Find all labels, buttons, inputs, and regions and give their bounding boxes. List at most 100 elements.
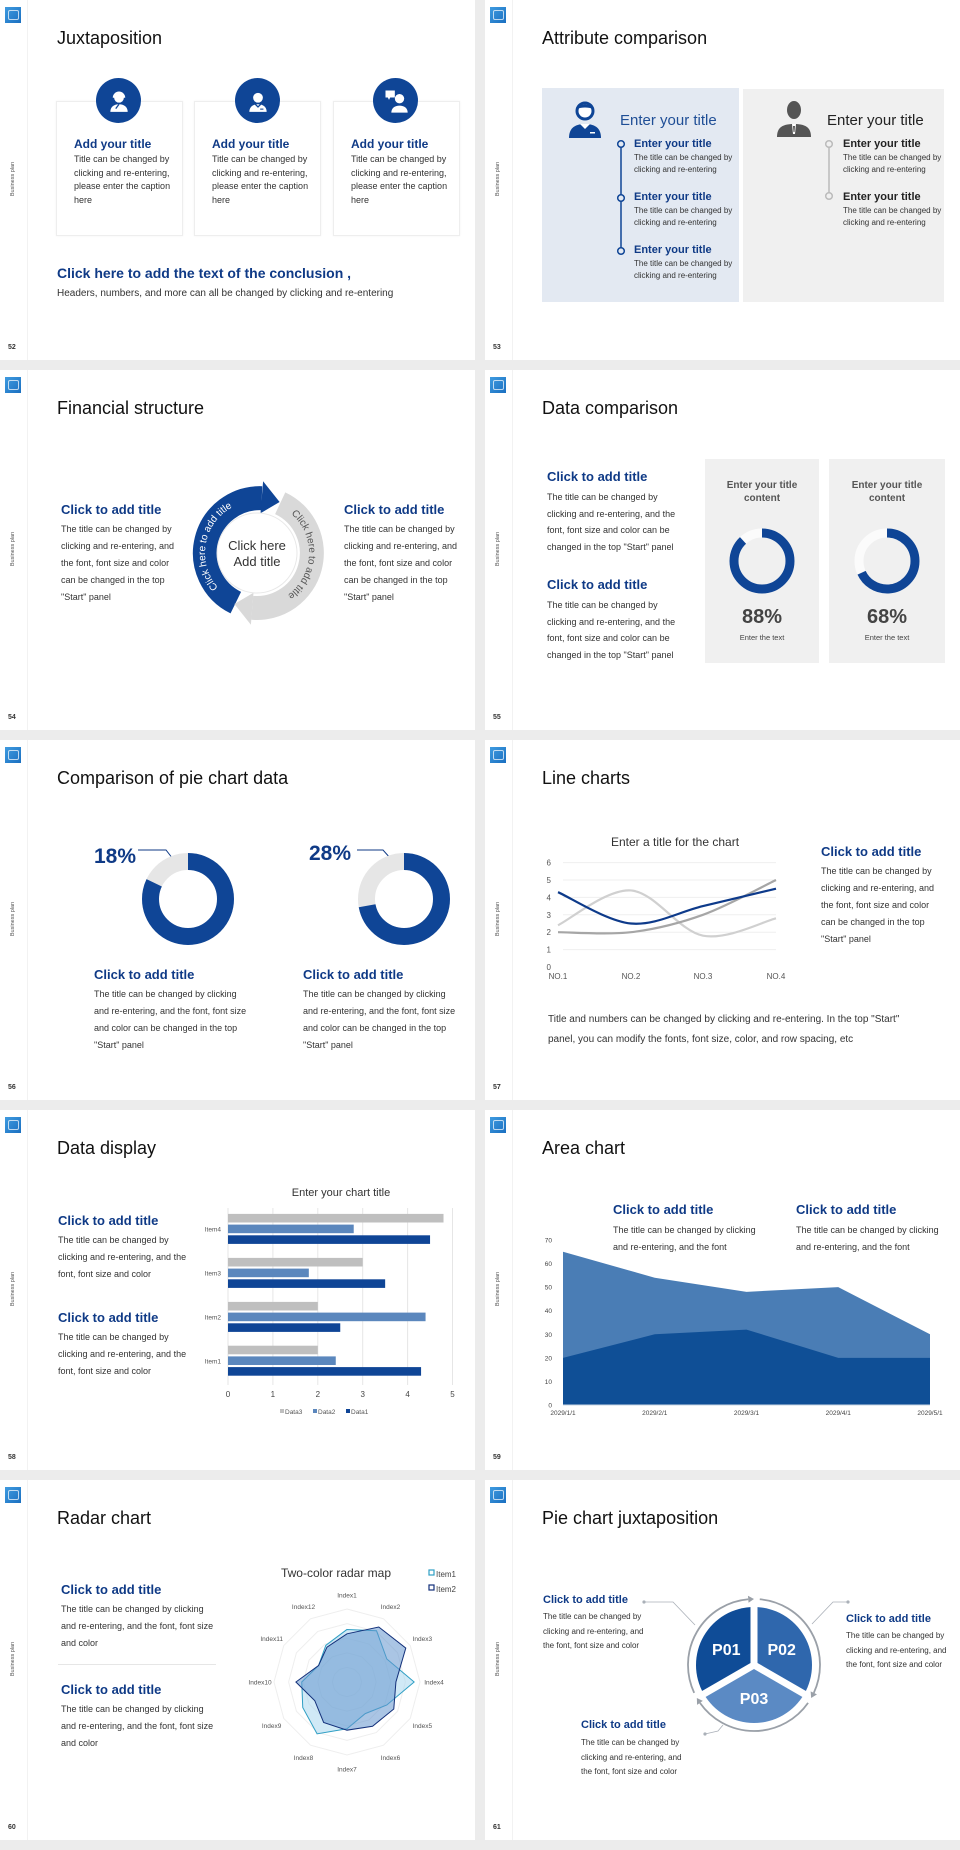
brand-logo — [490, 1117, 506, 1133]
stat-panel-2-value: 68% — [866, 606, 908, 628]
slide-57[interactable]: Business plan 57 Line charts Enter a tit… — [485, 740, 960, 1100]
block-1-body[interactable]: The title can be changed by clicking and… — [543, 1612, 644, 1650]
slide-54[interactable]: Business plan 54 Financial structure Cli… — [0, 370, 475, 730]
block-2-title[interactable]: Click to add title — [846, 1613, 931, 1625]
right-heading[interactable]: Enter your title — [827, 112, 924, 129]
block-2-body[interactable]: The title can be changed by clicking and… — [547, 600, 676, 661]
brand-logo — [490, 7, 506, 23]
slide-53[interactable]: Business plan 53 Attribute comparison En… — [485, 0, 960, 360]
x-tick-label: 5 — [450, 1390, 455, 1399]
block-3-title[interactable]: Click to add title — [581, 1719, 666, 1731]
block-2-title[interactable]: Click to add title — [61, 1682, 162, 1697]
block-1-body[interactable]: The title can be changed by clicking and… — [547, 492, 676, 553]
center-circle[interactable] — [216, 512, 298, 594]
stat-panel-2-title[interactable]: Enter your title content — [851, 480, 923, 504]
card-1-title[interactable]: Add your title — [74, 137, 152, 151]
slide-56[interactable]: Business plan 56 Comparison of pie chart… — [0, 740, 475, 1100]
slide-58[interactable]: Business plan 58 Data display Click to a… — [0, 1110, 475, 1470]
pie-2-body[interactable]: The title can be changed by clicking and… — [303, 989, 456, 1050]
slide-title[interactable]: Radar chart — [57, 1508, 152, 1528]
slide-title[interactable]: Line charts — [542, 768, 631, 788]
block-2-body[interactable]: The title can be changed by clicking and… — [61, 1704, 214, 1748]
chart-note[interactable]: Title and numbers can be changed by clic… — [548, 1014, 900, 1045]
left-item-3-body[interactable]: The title can be changed by clicking and… — [634, 259, 733, 280]
block-1-title[interactable]: Click to add title — [613, 1202, 714, 1217]
block-2-title[interactable]: Click to add title — [58, 1310, 159, 1325]
sector-gap — [700, 1661, 756, 1699]
slide-title[interactable]: Attribute comparison — [542, 28, 708, 48]
axis-label: Index4 — [424, 1680, 444, 1687]
right-item-2-body[interactable]: The title can be changed by clicking and… — [843, 206, 942, 227]
pie-1-body[interactable]: The title can be changed by clicking and… — [94, 989, 247, 1050]
blue-cycle-arrow[interactable] — [192, 486, 263, 614]
stat-panel-2-caption[interactable]: Enter the text — [864, 633, 910, 642]
right-item-2-title[interactable]: Enter your title — [843, 191, 921, 203]
left-block-title[interactable]: Click to add title — [61, 502, 162, 517]
side-title[interactable]: Click to add title — [821, 844, 922, 859]
block-2-body[interactable]: The title can be changed by clicking and… — [796, 1225, 939, 1252]
card-3-title[interactable]: Add your title — [351, 137, 429, 151]
right-item-1-title[interactable]: Enter your title — [843, 138, 921, 150]
slide-title[interactable]: Area chart — [542, 1138, 626, 1158]
card-2-body[interactable]: Title can be changed by clicking and re-… — [212, 154, 309, 205]
slide-title[interactable]: Data comparison — [542, 398, 679, 418]
block-1-body[interactable]: The title can be changed by clicking and… — [61, 1604, 214, 1648]
left-item-1-title[interactable]: Enter your title — [634, 138, 712, 150]
left-item-3-title[interactable]: Enter your title — [634, 244, 712, 256]
left-heading[interactable]: Enter your title — [620, 112, 717, 129]
slide-52[interactable]: Business plan 52 Juxtaposition Add your … — [0, 0, 475, 360]
block-1-title[interactable]: Click to add title — [61, 1582, 162, 1597]
center-label-line-2[interactable]: Add title — [234, 554, 281, 569]
card-1-body[interactable]: Title can be changed by clicking and re-… — [74, 154, 171, 205]
block-1-body[interactable]: The title can be changed by clicking and… — [613, 1225, 756, 1252]
slide-61[interactable]: Business plan 61 Pie chart juxtaposition… — [485, 1480, 960, 1840]
block-1-title[interactable]: Click to add title — [58, 1213, 159, 1228]
slide-59[interactable]: Business plan 59 Area chart 0 10 20 30 40 50 6… — [485, 1110, 960, 1470]
axis-label: Index12 — [292, 1604, 316, 1611]
block-1-title[interactable]: Click to add title — [543, 1594, 628, 1606]
stat-panel-1-caption[interactable]: Enter the text — [739, 633, 785, 642]
slide-title[interactable]: Comparison of pie chart data — [57, 768, 289, 788]
block-2-body[interactable]: The title can be changed by clicking and… — [846, 1631, 947, 1669]
pie-1-title[interactable]: Click to add title — [94, 967, 195, 982]
y-tick-label: 6 — [547, 859, 552, 868]
card-3-body[interactable]: Title can be changed by clicking and re-… — [351, 154, 448, 205]
center-label-line-1[interactable]: Click here — [228, 538, 286, 553]
block-1-body[interactable]: The title can be changed by clicking and… — [58, 1235, 187, 1279]
donut-1-value-arc — [729, 528, 795, 594]
right-item-1-body[interactable]: The title can be changed by clicking and… — [843, 153, 942, 174]
block-3-body[interactable]: The title can be changed by clicking and… — [581, 1738, 682, 1776]
block-2-body[interactable]: The title can be changed by clicking and… — [58, 1332, 187, 1376]
side-body[interactable]: The title can be changed by clicking and… — [821, 866, 935, 944]
conclusion-title[interactable]: Click here to add the text of the conclu… — [57, 265, 352, 281]
cycle-ring-arc — [759, 1598, 821, 1694]
pie-2-title[interactable]: Click to add title — [303, 967, 404, 982]
left-item-2-title[interactable]: Enter your title — [634, 191, 712, 203]
block-1-title[interactable]: Click to add title — [547, 469, 648, 484]
left-item-2-body[interactable]: The title can be changed by clicking and… — [634, 206, 733, 227]
card-1[interactable] — [56, 101, 183, 236]
right-block-title[interactable]: Click to add title — [344, 502, 445, 517]
conclusion-body[interactable]: Headers, numbers, and more can all be ch… — [57, 288, 394, 299]
stat-panel-1-title[interactable]: Enter your title content — [726, 480, 798, 504]
x-tick-label: 1 — [271, 1390, 276, 1399]
card-2-title[interactable]: Add your title — [212, 137, 290, 151]
axis-label: Index3 — [413, 1636, 433, 1643]
x-tick-label: 2 — [316, 1390, 321, 1399]
legend-label: Data2 — [318, 1409, 336, 1416]
card-3[interactable] — [333, 101, 460, 236]
card-2[interactable] — [194, 101, 321, 236]
block-2-title[interactable]: Click to add title — [796, 1202, 897, 1217]
block-2-title[interactable]: Click to add title — [547, 577, 648, 592]
slide-title[interactable]: Pie chart juxtaposition — [542, 1508, 719, 1528]
slide-55[interactable]: Business plan 55 Data comparison Click t… — [485, 370, 960, 730]
slide-title[interactable]: Juxtaposition — [57, 28, 163, 48]
slide-60[interactable]: Business plan 60 Radar chart Click to ad… — [0, 1480, 475, 1840]
right-block-body[interactable]: The title can be changed by clicking and… — [344, 524, 458, 602]
left-block-body[interactable]: The title can be changed by clicking and… — [61, 524, 175, 602]
slide-title[interactable]: Data display — [57, 1138, 157, 1158]
gray-cycle-arrow[interactable] — [251, 492, 324, 620]
slide-title[interactable]: Financial structure — [57, 398, 205, 418]
left-item-1-body[interactable]: The title can be changed by clicking and… — [634, 153, 733, 174]
radar-series-item2 — [295, 1626, 407, 1731]
